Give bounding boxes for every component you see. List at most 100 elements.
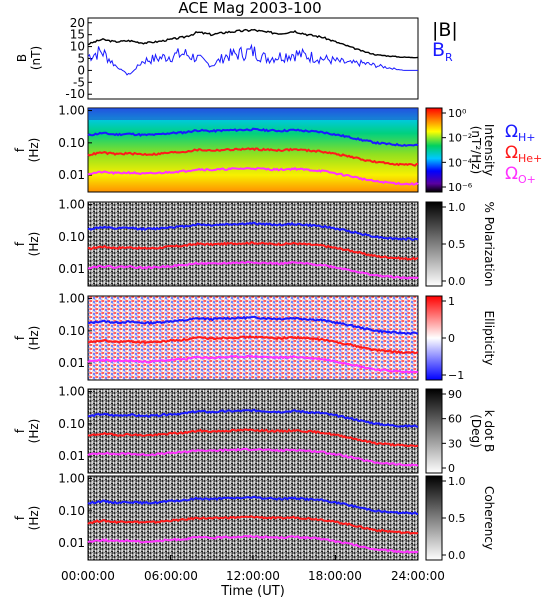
mag-y-unit: (nT) <box>29 46 43 70</box>
mag-y-tick-label: 20 <box>70 16 85 30</box>
f-y-tick-label: 0.10 <box>58 230 85 244</box>
x-tick-label-3: 18:00:00 <box>308 569 362 583</box>
panel-intensity: 1.00 0.10 0.01 f (Hz) 10⁰ 10⁻² 10⁻⁴ 10⁻⁶ Intensit… <box>13 104 496 194</box>
series-o-kdotb <box>87 447 419 467</box>
mag-y-tick-label: -5 <box>73 75 85 89</box>
mag-y-tick-label: -10 <box>65 87 85 101</box>
cbar-tick-label: 1.0 <box>448 201 466 214</box>
legend-mag: |B| BR <box>432 19 458 64</box>
series-he-ellipticity <box>88 334 419 355</box>
f-y-tick-label: 0.01 <box>58 168 85 182</box>
x-tick-label-0: 00:00:00 <box>61 569 115 583</box>
cbar-tick-label: 0.0 <box>448 549 466 562</box>
mag-y-tick-label: 0 <box>77 63 85 77</box>
series-b-total <box>87 28 419 59</box>
f-y-tick-label: 0.01 <box>58 536 85 550</box>
intensity-cbar-label: Intensity <box>482 124 496 176</box>
coherency-colorbar <box>425 475 443 561</box>
cbar-tick-label: 10⁻² <box>448 132 472 145</box>
cbar-tick-label: 30 <box>448 437 462 450</box>
panel-kdotb: 1.00 0.10 0.01 f (Hz) 90 60 30 0 k dot B(Deg) <box>13 385 496 475</box>
polarization-y-label: f <box>13 241 27 246</box>
cbar-tick-label: 90 <box>448 388 462 401</box>
x-tick-label-4: 24:00:00 <box>391 569 445 583</box>
f-y-tick-label: 1.00 <box>58 104 85 118</box>
series-o-coherency <box>87 534 419 554</box>
series-he-intensity <box>87 147 419 167</box>
series-h-kdotb <box>87 408 419 428</box>
cbar-tick-label: 0 <box>448 462 455 475</box>
f-y-tick-label: 0.01 <box>58 356 85 370</box>
kdotb-cbar-label: k dot B <box>482 410 496 452</box>
mag-plot-frame <box>87 17 419 100</box>
f-y-tick-label: 0.10 <box>58 504 85 518</box>
ellipticity-cbar-label: Ellipticity <box>482 311 496 366</box>
series-he-kdotb <box>87 428 419 448</box>
x-axis-label: Time (UT) <box>220 584 285 599</box>
coherency-y-unit: (Hz) <box>27 506 41 531</box>
f-y-tick-label: 0.01 <box>58 262 85 276</box>
series-o-polarization <box>87 260 419 280</box>
panel-coherency: 1.00 0.10 0.01 f (Hz) 1.0 0.5 0.0 Coherency <box>13 472 496 562</box>
f-y-tick-label: 0.01 <box>58 449 85 463</box>
ellipticity-y-unit: (Hz) <box>27 326 41 351</box>
cbar-tick-label: 0.0 <box>448 275 466 288</box>
series-h-ellipticity <box>88 315 419 336</box>
kdotb-colorbar <box>425 388 443 474</box>
intensity-y-unit: (Hz) <box>27 138 41 163</box>
legend-b-total: |B| <box>432 19 458 41</box>
f-y-tick-label: 0.10 <box>58 417 85 431</box>
legend-omega: ΩH+ ΩHe+ ΩO+ <box>505 122 542 186</box>
mag-y-tick-label: 15 <box>70 28 85 42</box>
f-y-tick-label: 1.00 <box>58 385 85 399</box>
legend-b-r: BR <box>432 39 453 64</box>
intensity-cbar-unit: (nT²/Hz) <box>469 126 483 174</box>
ellipticity-colorbar <box>425 295 443 381</box>
series-he-polarization <box>87 241 419 261</box>
series-o-ellipticity <box>87 354 419 374</box>
kdotb-y-label: f <box>13 428 27 433</box>
f-y-tick-label: 1.00 <box>58 472 85 486</box>
cbar-tick-label: 0.5 <box>448 512 466 525</box>
x-tick-label-2: 12:00:00 <box>226 569 280 583</box>
f-y-tick-label: 1.00 <box>58 292 85 306</box>
cbar-tick-label: 0 <box>448 332 455 345</box>
kdotb-cbar-unit: (Deg) <box>469 414 483 448</box>
legend-omega-he: ΩHe+ <box>505 143 542 165</box>
mag-y-label: B <box>15 54 29 62</box>
intensity-colorbar <box>425 107 443 193</box>
cbar-tick-label: 10⁻⁴ <box>448 156 473 169</box>
intensity-spectrogram <box>87 107 419 193</box>
mag-y-tick-label: 10 <box>70 40 85 54</box>
kdotb-y-unit: (Hz) <box>27 419 41 444</box>
cbar-tick-label: −1 <box>448 369 464 382</box>
intensity-y-label: f <box>13 147 27 152</box>
f-y-tick-label: 1.00 <box>58 198 85 212</box>
legend-omega-h: ΩH+ <box>505 122 536 144</box>
cbar-tick-label: 60 <box>448 413 462 426</box>
coherency-cbar-label: Coherency <box>482 486 496 550</box>
x-axis: 00:00:00 06:00:00 12:00:00 18:00:00 24:0… <box>61 569 445 599</box>
cbar-tick-label: 10⁻⁶ <box>448 181 473 194</box>
f-y-tick-label: 0.10 <box>58 136 85 150</box>
series-h-coherency <box>87 495 418 516</box>
polarization-cbar-label: % Polarization <box>482 202 496 287</box>
series-h-polarization <box>87 221 419 242</box>
f-y-tick-label: 0.10 <box>58 324 85 338</box>
series-h-intensity <box>87 127 419 147</box>
ellipticity-y-label: f <box>13 335 27 340</box>
intensity-top-band <box>88 108 418 120</box>
x-tick-label-1: 06:00:00 <box>144 569 198 583</box>
cbar-tick-label: 1 <box>448 295 455 308</box>
cbar-tick-label: 1.0 <box>448 475 466 488</box>
series-b-r <box>87 43 418 76</box>
cbar-tick-label: 0.5 <box>448 238 466 251</box>
series-he-coherency <box>87 515 419 535</box>
legend-omega-o: ΩO+ <box>505 164 536 186</box>
panel-ellipticity: 1.00 0.10 0.01 f (Hz) 1 0 −1 Ellipticity <box>13 292 496 382</box>
panel-polarization: 1.00 0.10 0.01 f (Hz) 1.0 0.5 0.0 % Polarization <box>13 198 496 288</box>
mag-y-tick-label: 5 <box>77 52 85 66</box>
